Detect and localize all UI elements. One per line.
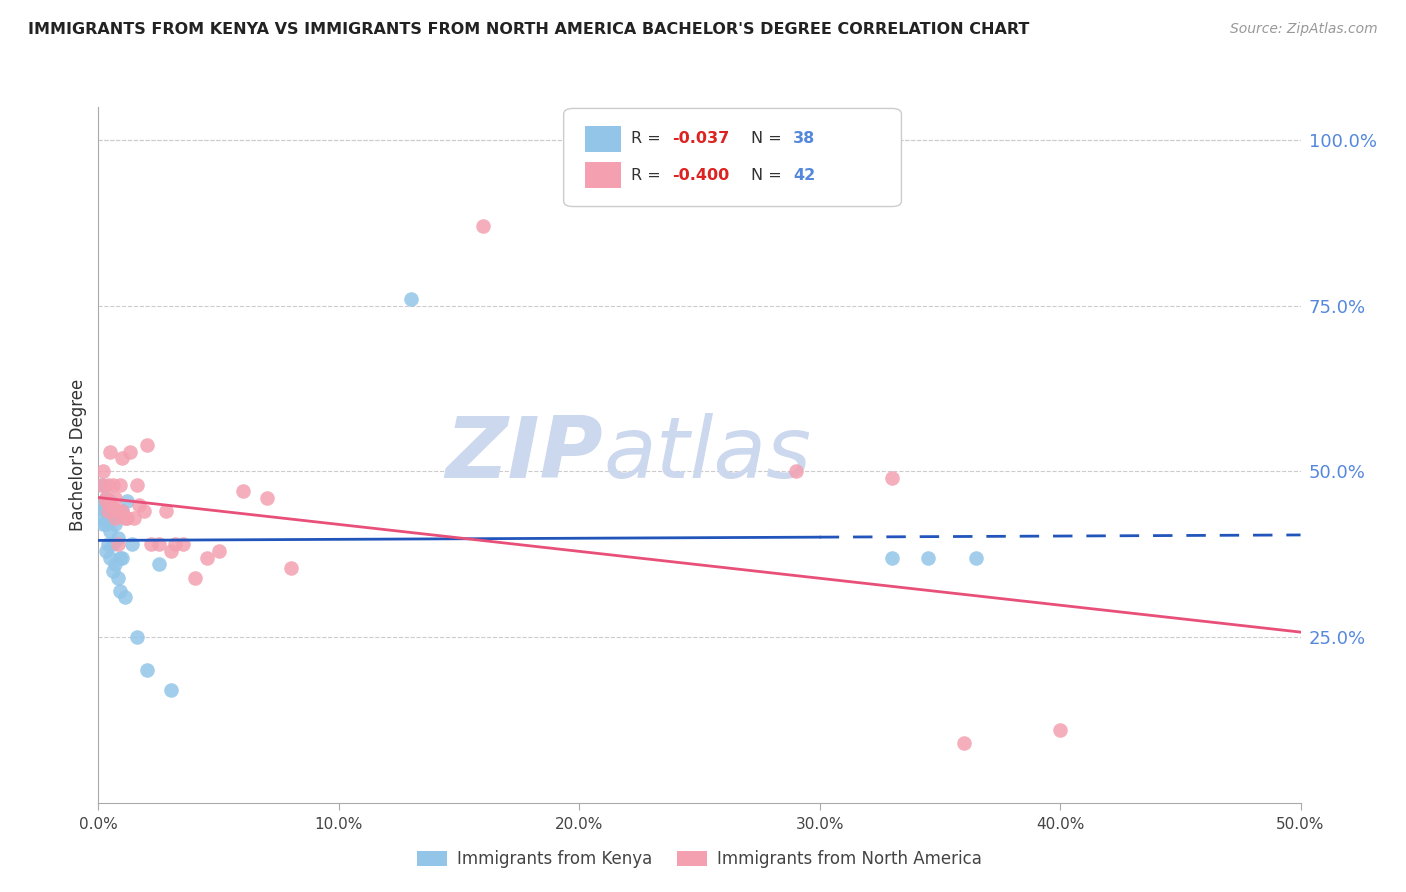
Text: IMMIGRANTS FROM KENYA VS IMMIGRANTS FROM NORTH AMERICA BACHELOR'S DEGREE CORRELA: IMMIGRANTS FROM KENYA VS IMMIGRANTS FROM… bbox=[28, 22, 1029, 37]
Point bbox=[108, 583, 131, 598]
Point bbox=[399, 292, 422, 306]
Point bbox=[101, 500, 124, 515]
Point bbox=[125, 630, 148, 644]
Text: 42: 42 bbox=[793, 168, 815, 183]
Point bbox=[104, 511, 127, 525]
Point bbox=[121, 537, 143, 551]
Point bbox=[107, 570, 129, 584]
Point bbox=[104, 558, 127, 572]
Point bbox=[94, 544, 117, 558]
Text: -0.037: -0.037 bbox=[672, 131, 730, 146]
Point bbox=[111, 451, 134, 466]
Point bbox=[91, 498, 114, 512]
Point bbox=[172, 537, 194, 551]
Text: -0.400: -0.400 bbox=[672, 168, 730, 183]
Point bbox=[101, 504, 124, 518]
Point bbox=[1049, 723, 1071, 737]
Point bbox=[111, 550, 134, 565]
Point bbox=[97, 498, 120, 512]
Point bbox=[100, 550, 122, 565]
Point bbox=[91, 517, 114, 532]
Point bbox=[128, 498, 150, 512]
Point bbox=[195, 550, 218, 565]
Point bbox=[101, 477, 124, 491]
Point bbox=[148, 537, 170, 551]
Text: 38: 38 bbox=[793, 131, 815, 146]
Point bbox=[111, 504, 134, 518]
Text: Source: ZipAtlas.com: Source: ZipAtlas.com bbox=[1230, 22, 1378, 37]
Point bbox=[107, 531, 129, 545]
Point bbox=[100, 494, 122, 508]
Point bbox=[117, 511, 139, 525]
Point bbox=[880, 471, 903, 485]
Point bbox=[917, 550, 939, 565]
Point bbox=[114, 591, 136, 605]
Point bbox=[114, 511, 136, 525]
Point bbox=[94, 517, 117, 532]
Point bbox=[100, 508, 122, 522]
Point bbox=[97, 477, 120, 491]
Point bbox=[94, 494, 117, 508]
Point bbox=[101, 564, 124, 578]
Point bbox=[107, 537, 129, 551]
Text: R =: R = bbox=[631, 131, 666, 146]
FancyBboxPatch shape bbox=[564, 109, 901, 207]
Point bbox=[90, 511, 112, 525]
Bar bbox=[585, 126, 621, 153]
Point bbox=[100, 444, 122, 458]
Point bbox=[94, 504, 117, 518]
Point bbox=[108, 550, 131, 565]
Text: ZIP: ZIP bbox=[446, 413, 603, 497]
Point bbox=[148, 558, 170, 572]
Point bbox=[256, 491, 278, 505]
Point bbox=[135, 438, 157, 452]
Point bbox=[94, 491, 117, 505]
Point bbox=[135, 663, 157, 677]
Point bbox=[101, 537, 124, 551]
Bar bbox=[585, 162, 621, 188]
Text: R =: R = bbox=[631, 168, 666, 183]
Point bbox=[97, 504, 120, 518]
Point bbox=[785, 465, 807, 479]
Point bbox=[159, 544, 181, 558]
Point bbox=[124, 511, 146, 525]
Point bbox=[97, 537, 120, 551]
Text: N =: N = bbox=[751, 168, 787, 183]
Point bbox=[90, 477, 112, 491]
Point bbox=[97, 511, 120, 525]
Point bbox=[91, 477, 114, 491]
Point bbox=[132, 504, 155, 518]
Point bbox=[108, 477, 131, 491]
Point bbox=[141, 537, 163, 551]
Point bbox=[100, 498, 122, 512]
Point bbox=[100, 524, 122, 538]
Point bbox=[91, 465, 114, 479]
Text: N =: N = bbox=[751, 131, 787, 146]
Point bbox=[183, 570, 205, 584]
Point bbox=[280, 560, 302, 574]
Point bbox=[104, 517, 127, 532]
Point bbox=[165, 537, 187, 551]
Point bbox=[155, 504, 177, 518]
Point bbox=[125, 477, 148, 491]
Legend: Immigrants from Kenya, Immigrants from North America: Immigrants from Kenya, Immigrants from N… bbox=[411, 843, 988, 874]
Y-axis label: Bachelor's Degree: Bachelor's Degree bbox=[69, 379, 87, 531]
Point bbox=[94, 491, 117, 505]
Point bbox=[159, 683, 181, 698]
Text: atlas: atlas bbox=[603, 413, 811, 497]
Point bbox=[880, 550, 903, 565]
Point bbox=[90, 500, 112, 515]
Point bbox=[107, 504, 129, 518]
Point bbox=[104, 491, 127, 505]
Point bbox=[953, 736, 976, 750]
Point bbox=[208, 544, 231, 558]
Point bbox=[232, 484, 254, 499]
Point bbox=[117, 494, 139, 508]
Point bbox=[118, 444, 141, 458]
Point bbox=[111, 504, 134, 518]
Point bbox=[472, 219, 495, 234]
Point bbox=[965, 550, 987, 565]
